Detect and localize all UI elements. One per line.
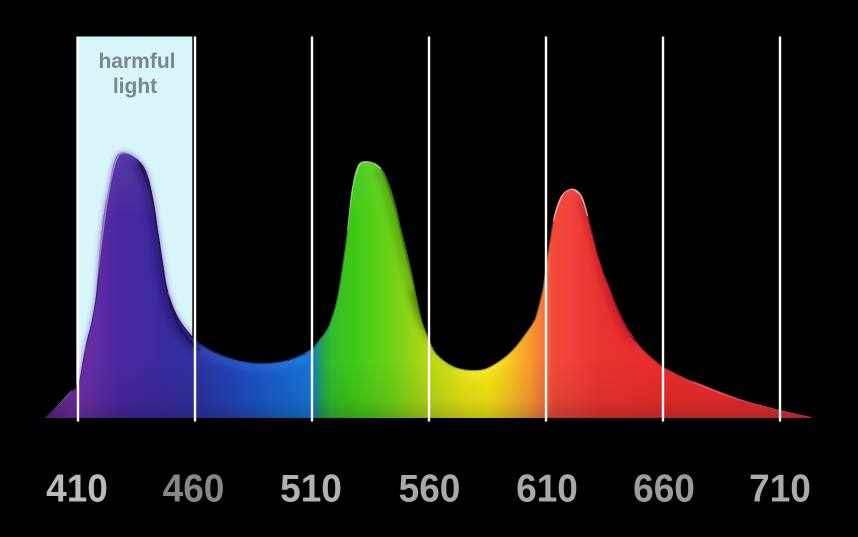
svg-text:660: 660	[633, 467, 695, 510]
svg-text:light: light	[113, 75, 157, 98]
svg-text:410: 410	[46, 467, 108, 510]
svg-text:610: 610	[516, 467, 578, 510]
svg-text:710: 710	[749, 467, 811, 510]
svg-text:560: 560	[399, 467, 461, 510]
svg-text:460: 460	[163, 467, 225, 510]
svg-text:harmful: harmful	[98, 50, 175, 73]
svg-text:510: 510	[280, 467, 342, 510]
